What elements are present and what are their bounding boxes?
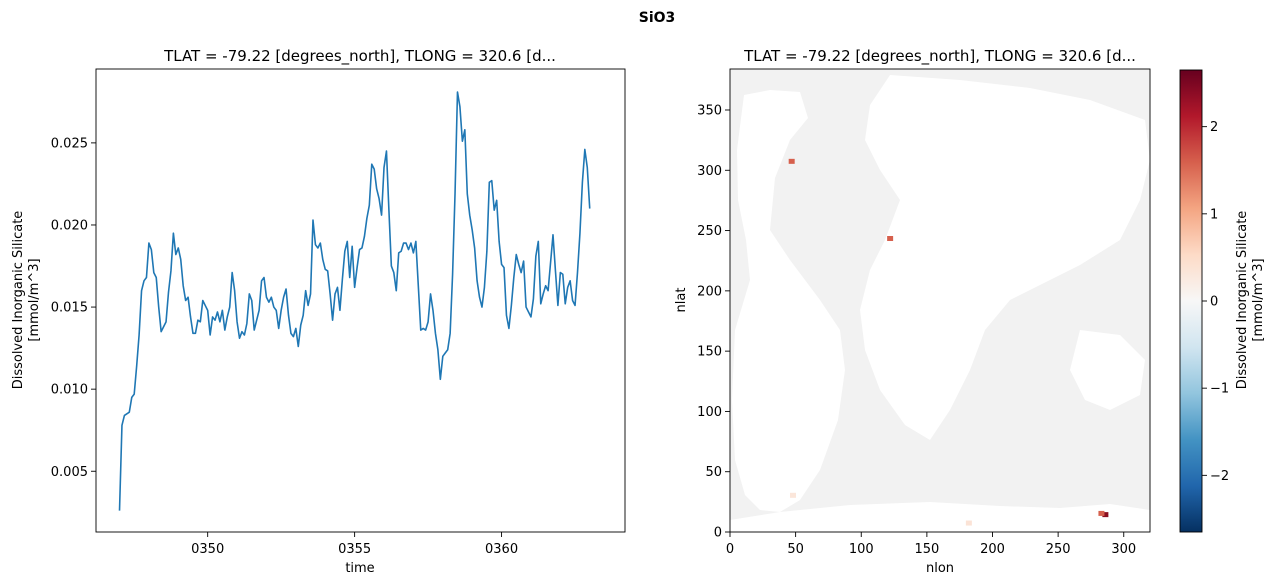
y-axis-ticks: 0.005 0.010 0.015 0.020 0.025 bbox=[51, 136, 96, 480]
y-tick-label: 0.020 bbox=[51, 218, 88, 233]
heatmap-field bbox=[730, 69, 1150, 532]
value-highlight bbox=[1102, 512, 1109, 518]
colorbar-ticks: −2 −1 0 1 2 bbox=[1202, 120, 1229, 484]
colorbar-tick-label: −2 bbox=[1210, 469, 1229, 484]
x-tick-label: 0350 bbox=[191, 542, 224, 557]
data-line bbox=[118, 91, 591, 511]
x-axis-label: time bbox=[345, 561, 374, 576]
plot-frame bbox=[729, 68, 1151, 533]
y-tick-label: 200 bbox=[697, 284, 722, 299]
y-tick-label: 0.015 bbox=[51, 301, 88, 316]
colorbar-tick-label: 1 bbox=[1210, 207, 1218, 222]
y-tick-label: 0.010 bbox=[51, 383, 88, 398]
value-highlight bbox=[788, 158, 795, 164]
value-highlight bbox=[1098, 510, 1105, 516]
y-tick-label: 300 bbox=[697, 164, 722, 179]
x-tick-label: 150 bbox=[914, 542, 939, 557]
colorbar-label-line1: Dissolved Inorganic Silicate bbox=[1235, 211, 1250, 390]
value-highlight bbox=[887, 236, 894, 242]
x-tick-label: 300 bbox=[1111, 542, 1136, 557]
y-axis-label-line2: [mmol/m^3] bbox=[27, 258, 42, 341]
y-tick-label: 0.025 bbox=[51, 136, 88, 151]
x-tick-label: 0360 bbox=[485, 542, 518, 557]
plot-frame bbox=[95, 68, 626, 533]
y-tick-label: 50 bbox=[705, 465, 722, 480]
y-axis-label-line1: Dissolved Inorganic Silicate bbox=[11, 211, 26, 390]
y-axis-label: Dissolved Inorganic Silicate [mmol/m^3] bbox=[11, 211, 42, 390]
line-chart: TLAT = -79.22 [degrees_north], TLONG = 3… bbox=[11, 47, 626, 576]
colorbar-gradient bbox=[1179, 69, 1203, 533]
value-highlights bbox=[788, 158, 1109, 526]
x-tick-label: 0355 bbox=[338, 542, 371, 557]
y-tick-label: 350 bbox=[697, 103, 722, 118]
x-axis-ticks: 0 50 100 150 200 250 300 bbox=[726, 532, 1136, 557]
x-tick-label: 50 bbox=[787, 542, 804, 557]
line-chart-title: TLAT = -79.22 [degrees_north], TLONG = 3… bbox=[163, 47, 556, 66]
x-tick-label: 250 bbox=[1046, 542, 1071, 557]
heatmap-chart: TLAT = -79.22 [degrees_north], TLONG = 3… bbox=[674, 47, 1266, 576]
landmass-antarctica bbox=[730, 502, 1150, 532]
value-highlight bbox=[790, 492, 796, 498]
landmass-americas bbox=[732, 90, 845, 512]
y-tick-label: 100 bbox=[697, 405, 722, 420]
colorbar-tick-label: 2 bbox=[1210, 120, 1218, 135]
colorbar-tick-label: −1 bbox=[1210, 382, 1229, 397]
y-tick-label: 250 bbox=[697, 224, 722, 239]
colorbar-label: Dissolved Inorganic Silicate [mmol/m^3] bbox=[1235, 211, 1266, 390]
y-tick-label: 150 bbox=[697, 345, 722, 360]
x-tick-label: 0 bbox=[726, 542, 734, 557]
value-highlight bbox=[965, 520, 972, 526]
landmass-eurasia-africa bbox=[860, 75, 1150, 440]
colorbar-label-line2: [mmol/m^3] bbox=[1251, 258, 1266, 341]
y-tick-label: 0.005 bbox=[51, 465, 88, 480]
landmass-australia bbox=[1070, 330, 1145, 410]
x-tick-label: 200 bbox=[980, 542, 1005, 557]
heatmap-title: TLAT = -79.22 [degrees_north], TLONG = 3… bbox=[743, 47, 1136, 66]
x-axis-label: nlon bbox=[926, 561, 954, 576]
figure-title: SiO3 bbox=[639, 10, 676, 26]
colorbar: −2 −1 0 1 2 Dissolved Inorganic Silicate [mm… bbox=[1179, 69, 1266, 533]
y-axis-label: nlat bbox=[674, 288, 689, 313]
x-tick-label: 100 bbox=[849, 542, 874, 557]
x-axis-ticks: 0350 0355 0360 bbox=[191, 532, 518, 557]
y-tick-label: 0 bbox=[714, 526, 722, 541]
colorbar-tick-label: 0 bbox=[1210, 295, 1218, 310]
y-axis-ticks: 0 50 100 150 200 250 300 350 bbox=[697, 103, 730, 541]
